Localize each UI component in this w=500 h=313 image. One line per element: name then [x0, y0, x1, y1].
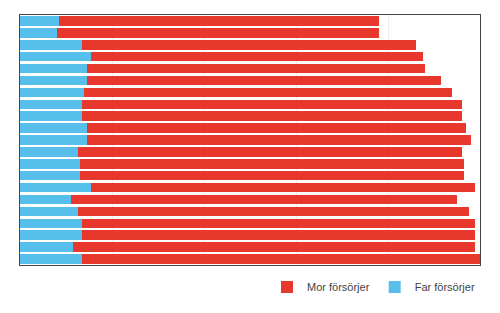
svg-text:Mor försörjer: Mor försörjer: [307, 281, 370, 293]
svg-text:Far försörjer: Far försörjer: [415, 281, 475, 293]
